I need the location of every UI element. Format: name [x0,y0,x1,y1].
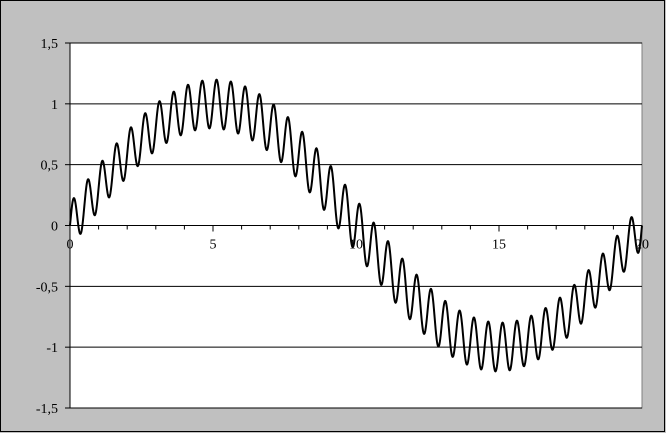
y-tick-label: 1 [51,98,58,113]
y-tick-label: 1,5 [41,37,59,52]
x-tick-label: 15 [492,238,506,253]
x-tick-label: 5 [210,238,217,253]
x-axis: 0 5 10 15 20 [67,225,649,253]
x-tick-label: 10 [349,238,363,253]
y-tick-label: -1 [46,341,58,356]
y-tick-label: 0,5 [41,159,59,174]
y-tick-label: 0 [51,220,58,235]
y-tick-label: -1,5 [36,402,58,417]
y-axis: 1,5 1 0,5 0 -0,5 -1 -1,5 [36,37,71,417]
x-tick-label: 0 [67,238,74,253]
series-group [69,78,643,373]
series-line [69,78,643,373]
y-tick-label: -0,5 [36,280,58,295]
